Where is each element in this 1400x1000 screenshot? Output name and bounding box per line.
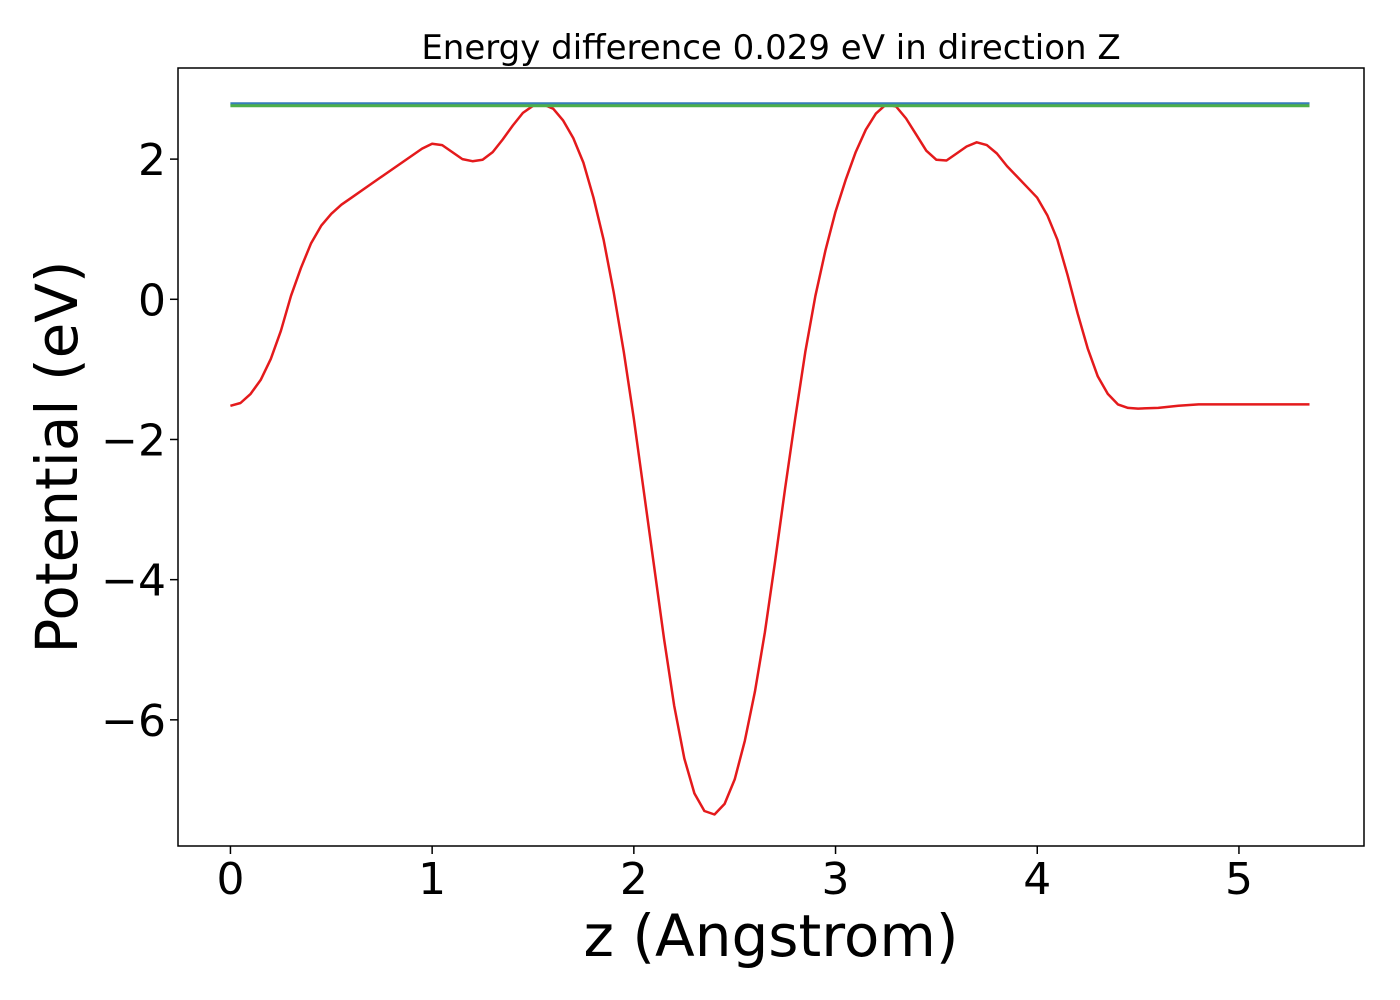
x-tick-label: 3 bbox=[822, 854, 850, 905]
x-tick-label: 1 bbox=[418, 854, 446, 905]
x-tick-label: 5 bbox=[1225, 854, 1253, 905]
y-tick-label: 2 bbox=[138, 135, 166, 186]
y-axis-label: Potential (eV) bbox=[23, 260, 91, 653]
plot-area bbox=[230, 102, 1310, 816]
plot-frame bbox=[177, 67, 1365, 847]
y-tick-label: −6 bbox=[101, 696, 166, 747]
x-axis-label: z (Angstrom) bbox=[584, 902, 959, 970]
x-tick-label: 2 bbox=[620, 854, 648, 905]
y-tick-label: 0 bbox=[138, 275, 166, 326]
x-axis-ticks: 0 1 2 3 4 5 bbox=[216, 846, 1253, 905]
x-tick-label: 0 bbox=[216, 854, 244, 905]
x-tick-label: 4 bbox=[1023, 854, 1051, 905]
chart-title: Energy difference 0.029 eV in direction … bbox=[421, 28, 1120, 68]
y-tick-label: −2 bbox=[101, 415, 166, 466]
series-line-potential bbox=[230, 103, 1310, 816]
y-axis-ticks: −6 −4 −2 0 2 bbox=[101, 135, 178, 747]
y-tick-label: −4 bbox=[101, 556, 166, 607]
